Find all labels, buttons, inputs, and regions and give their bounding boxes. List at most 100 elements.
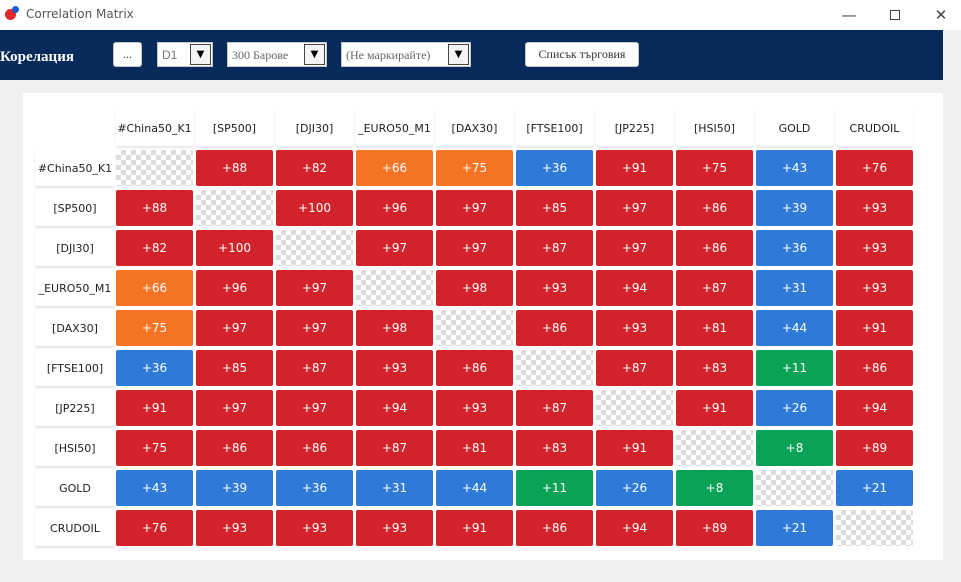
matrix-cell[interactable]: +39: [756, 190, 833, 226]
matrix-cell[interactable]: +86: [676, 230, 753, 266]
close-button[interactable]: ✕: [918, 0, 961, 30]
matrix-cell[interactable]: +8: [676, 470, 753, 506]
maximize-button[interactable]: [872, 0, 918, 30]
matrix-cell[interactable]: +86: [516, 510, 593, 546]
matrix-cell-empty[interactable]: [196, 190, 273, 226]
matrix-cell[interactable]: +83: [676, 350, 753, 386]
matrix-cell[interactable]: +97: [596, 190, 673, 226]
matrix-cell[interactable]: +21: [756, 510, 833, 546]
matrix-cell[interactable]: +93: [356, 350, 433, 386]
matrix-cell[interactable]: +97: [196, 310, 273, 346]
matrix-cell[interactable]: +94: [836, 390, 913, 426]
timeframe-select[interactable]: D1 ▼: [157, 42, 213, 67]
matrix-cell[interactable]: +89: [836, 430, 913, 466]
matrix-cell[interactable]: +87: [676, 270, 753, 306]
matrix-cell[interactable]: +43: [116, 470, 193, 506]
matrix-cell-empty[interactable]: [516, 350, 593, 386]
matrix-cell[interactable]: +97: [356, 230, 433, 266]
matrix-cell[interactable]: +97: [276, 390, 353, 426]
matrix-cell[interactable]: +85: [196, 350, 273, 386]
matrix-cell[interactable]: +93: [596, 310, 673, 346]
matrix-cell[interactable]: +97: [276, 310, 353, 346]
matrix-cell[interactable]: +82: [116, 230, 193, 266]
matrix-cell[interactable]: +86: [436, 350, 513, 386]
matrix-cell[interactable]: +26: [756, 390, 833, 426]
matrix-cell[interactable]: +26: [596, 470, 673, 506]
matrix-cell[interactable]: +93: [836, 230, 913, 266]
matrix-cell[interactable]: +94: [596, 510, 673, 546]
matrix-cell-empty[interactable]: [676, 430, 753, 466]
matrix-cell[interactable]: +97: [196, 390, 273, 426]
matrix-cell[interactable]: +86: [836, 350, 913, 386]
minimize-button[interactable]: —: [826, 0, 872, 30]
matrix-cell[interactable]: +75: [676, 150, 753, 186]
matrix-cell[interactable]: +81: [676, 310, 753, 346]
matrix-cell[interactable]: +94: [356, 390, 433, 426]
matrix-cell[interactable]: +36: [276, 470, 353, 506]
matrix-cell[interactable]: +93: [356, 510, 433, 546]
matrix-cell[interactable]: +93: [196, 510, 273, 546]
matrix-cell[interactable]: +96: [356, 190, 433, 226]
matrix-cell[interactable]: +82: [276, 150, 353, 186]
matrix-cell[interactable]: +86: [196, 430, 273, 466]
matrix-cell-empty[interactable]: [116, 150, 193, 186]
matrix-cell[interactable]: +85: [516, 190, 593, 226]
matrix-cell[interactable]: +87: [516, 230, 593, 266]
bars-select[interactable]: 300 Барове ▼: [227, 42, 327, 67]
matrix-cell[interactable]: +91: [836, 310, 913, 346]
chevron-down-icon[interactable]: ▼: [448, 44, 469, 65]
matrix-cell[interactable]: +11: [756, 350, 833, 386]
matrix-cell[interactable]: +66: [116, 270, 193, 306]
matrix-cell[interactable]: +100: [196, 230, 273, 266]
matrix-cell-empty[interactable]: [756, 470, 833, 506]
matrix-cell[interactable]: +43: [756, 150, 833, 186]
matrix-cell[interactable]: +93: [836, 270, 913, 306]
matrix-cell[interactable]: +88: [116, 190, 193, 226]
marking-select[interactable]: (Не маркирайте) ▼: [341, 42, 471, 67]
matrix-cell[interactable]: +87: [276, 350, 353, 386]
matrix-cell[interactable]: +76: [836, 150, 913, 186]
chevron-down-icon[interactable]: ▼: [304, 44, 325, 65]
matrix-cell[interactable]: +86: [276, 430, 353, 466]
matrix-cell-empty[interactable]: [356, 270, 433, 306]
matrix-cell[interactable]: +100: [276, 190, 353, 226]
matrix-cell[interactable]: +91: [676, 390, 753, 426]
matrix-cell[interactable]: +96: [196, 270, 273, 306]
matrix-cell-empty[interactable]: [596, 390, 673, 426]
matrix-cell-empty[interactable]: [836, 510, 913, 546]
menu-button[interactable]: ...: [113, 42, 142, 67]
matrix-cell[interactable]: +36: [756, 230, 833, 266]
matrix-cell-empty[interactable]: [276, 230, 353, 266]
matrix-cell[interactable]: +86: [516, 310, 593, 346]
matrix-cell[interactable]: +98: [436, 270, 513, 306]
matrix-cell[interactable]: +97: [436, 190, 513, 226]
matrix-cell[interactable]: +75: [116, 430, 193, 466]
matrix-cell[interactable]: +91: [596, 430, 673, 466]
matrix-cell[interactable]: +91: [116, 390, 193, 426]
matrix-cell-empty[interactable]: [436, 310, 513, 346]
matrix-cell[interactable]: +97: [596, 230, 673, 266]
matrix-cell[interactable]: +97: [276, 270, 353, 306]
matrix-cell[interactable]: +89: [676, 510, 753, 546]
matrix-cell[interactable]: +91: [436, 510, 513, 546]
trade-list-button[interactable]: Списък търговия: [525, 42, 639, 67]
matrix-cell[interactable]: +97: [436, 230, 513, 266]
matrix-cell[interactable]: +44: [756, 310, 833, 346]
matrix-cell[interactable]: +76: [116, 510, 193, 546]
matrix-cell[interactable]: +88: [196, 150, 273, 186]
matrix-cell[interactable]: +93: [436, 390, 513, 426]
matrix-cell[interactable]: +94: [596, 270, 673, 306]
matrix-cell[interactable]: +93: [516, 270, 593, 306]
matrix-cell[interactable]: +86: [676, 190, 753, 226]
matrix-cell[interactable]: +66: [356, 150, 433, 186]
matrix-cell[interactable]: +36: [116, 350, 193, 386]
matrix-cell[interactable]: +93: [276, 510, 353, 546]
matrix-cell[interactable]: +87: [596, 350, 673, 386]
matrix-cell[interactable]: +75: [436, 150, 513, 186]
matrix-cell[interactable]: +8: [756, 430, 833, 466]
matrix-cell[interactable]: +93: [836, 190, 913, 226]
matrix-cell[interactable]: +91: [596, 150, 673, 186]
matrix-cell[interactable]: +87: [356, 430, 433, 466]
matrix-cell[interactable]: +87: [516, 390, 593, 426]
matrix-cell[interactable]: +44: [436, 470, 513, 506]
